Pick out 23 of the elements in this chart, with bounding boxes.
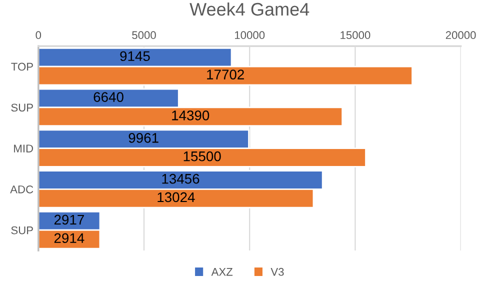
x-tick-label: 5000 <box>132 31 156 40</box>
x-tick-label: 10000 <box>235 31 265 40</box>
y-tick-label: SUP <box>11 104 33 112</box>
y-tick-label: SUP <box>11 226 33 234</box>
data-label: 6640 <box>94 92 124 102</box>
data-label: 9145 <box>120 51 150 62</box>
x-tick-label: 20000 <box>446 31 476 40</box>
data-label: 13456 <box>162 174 200 184</box>
y-tick-label: TOP <box>11 62 33 71</box>
legend-label: V3 <box>270 268 284 276</box>
chart-title: Week4 Game4 <box>190 2 310 16</box>
y-tick-label: MID <box>14 144 34 152</box>
data-label: 14390 <box>172 110 210 120</box>
data-label: 2914 <box>54 233 84 244</box>
data-label: 13024 <box>158 192 195 202</box>
x-tick-label: 15000 <box>340 31 370 40</box>
data-label: 15500 <box>184 151 221 162</box>
y-tick-label: ADC <box>10 185 34 194</box>
data-label: 17702 <box>207 70 244 80</box>
data-label: 9961 <box>128 133 158 143</box>
data-label: 2917 <box>54 214 84 225</box>
x-tick-label: 0 <box>36 31 42 40</box>
legend-label: AXZ <box>211 268 233 276</box>
